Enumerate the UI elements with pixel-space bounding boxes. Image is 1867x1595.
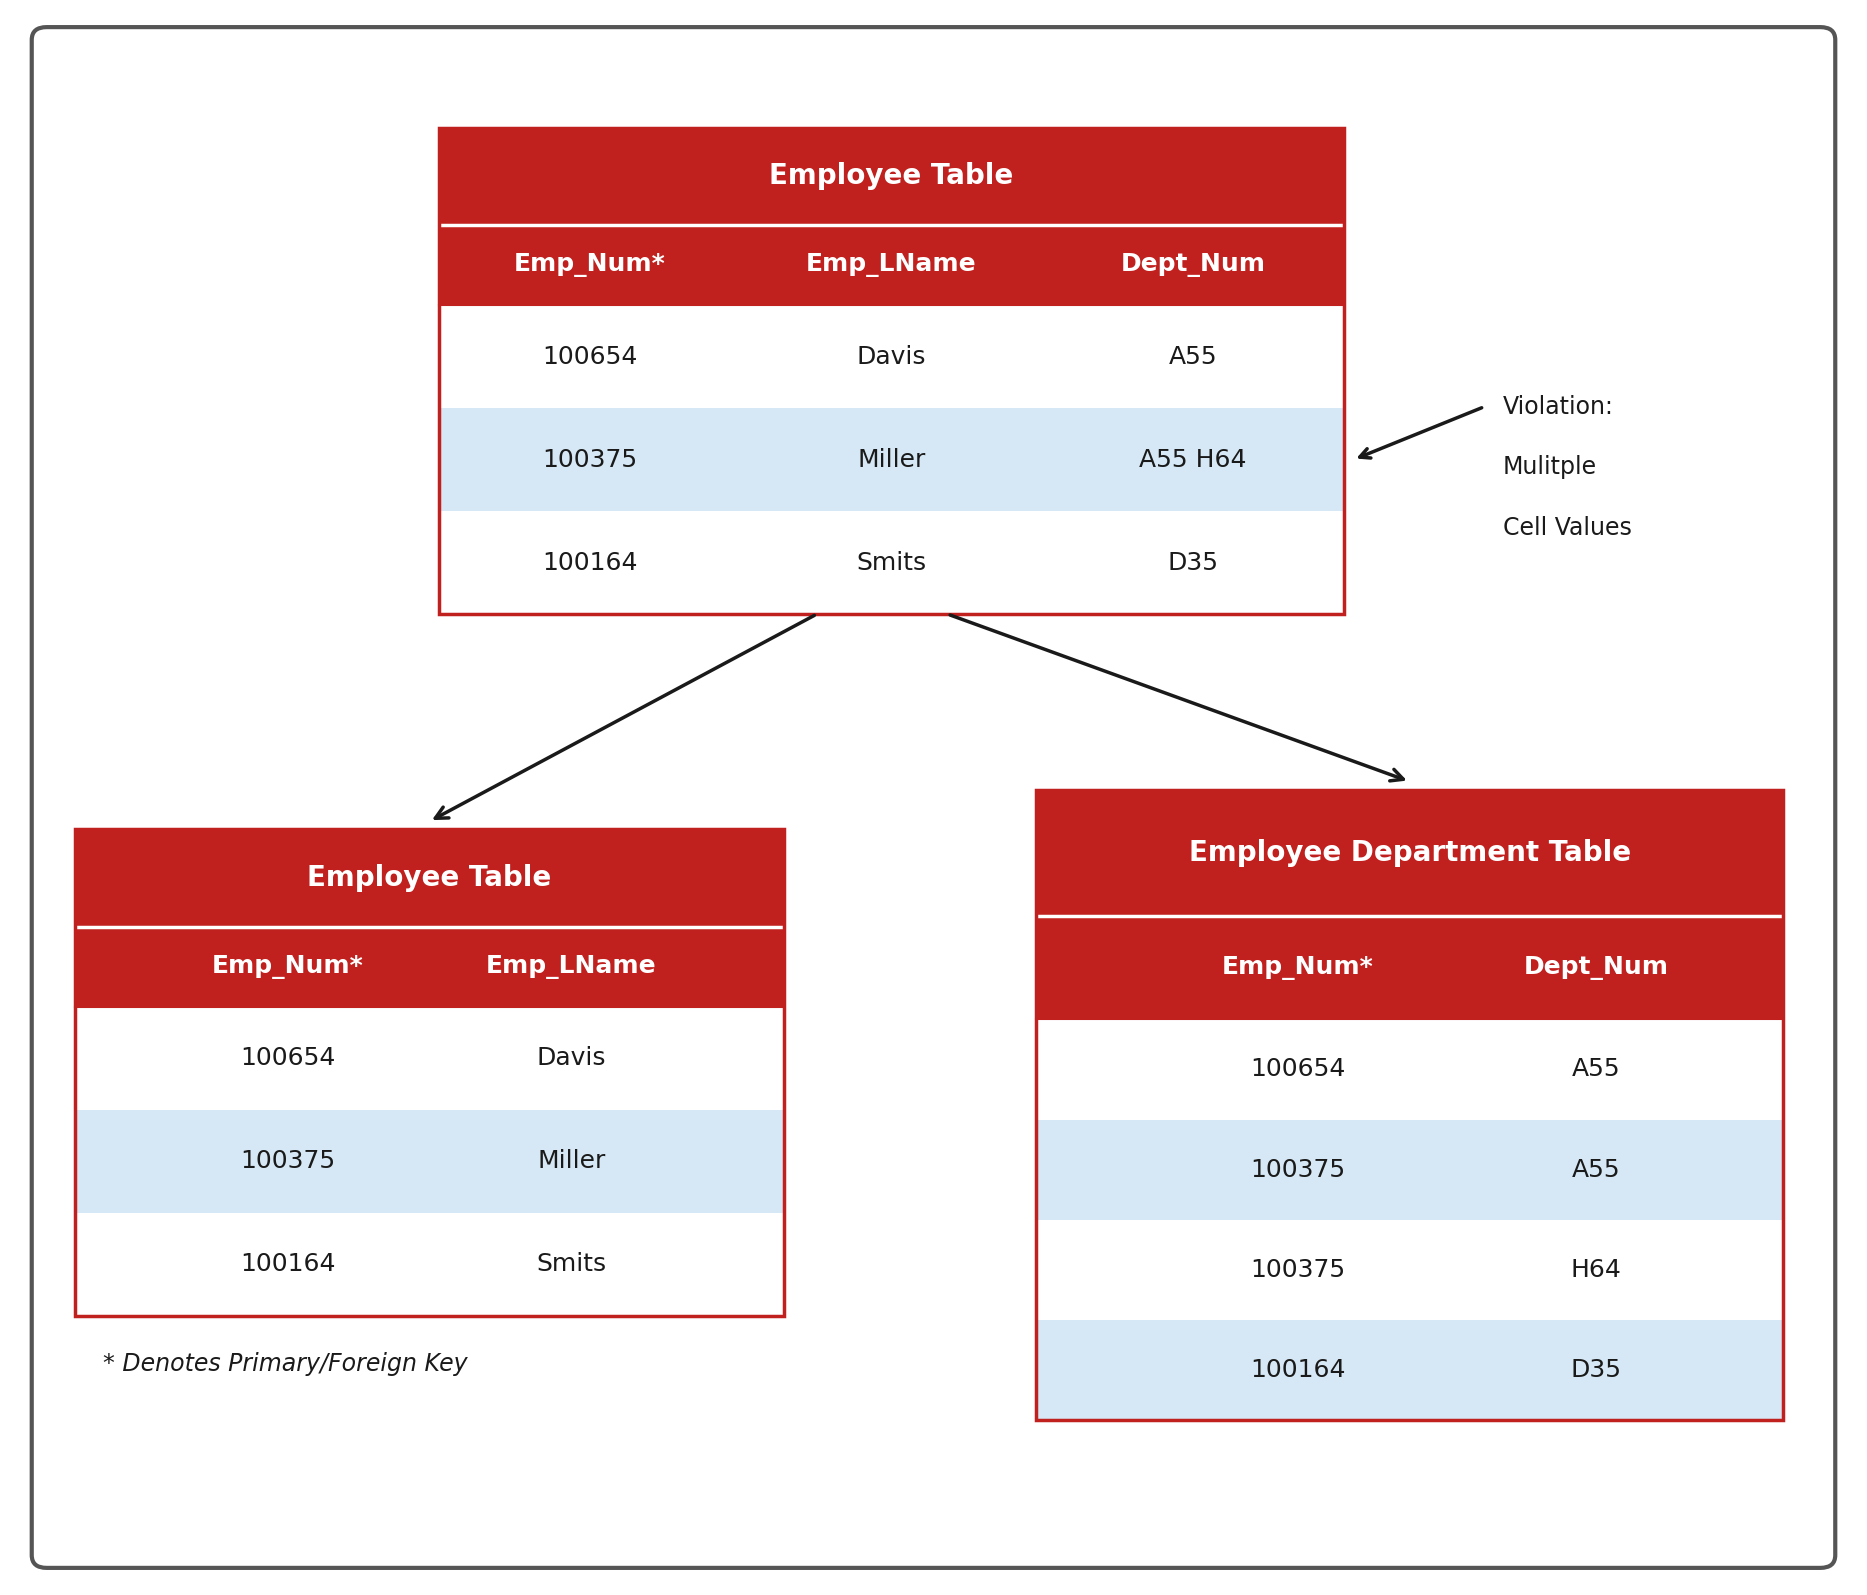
FancyBboxPatch shape xyxy=(1036,1220,1783,1319)
Text: 100375: 100375 xyxy=(543,448,637,472)
Text: Employee Table: Employee Table xyxy=(769,163,1014,190)
Text: 100654: 100654 xyxy=(239,1046,336,1070)
FancyBboxPatch shape xyxy=(75,1110,784,1212)
Text: Emp_Num*: Emp_Num* xyxy=(1221,955,1374,979)
Text: H64: H64 xyxy=(1570,1257,1622,1281)
Text: * Denotes Primary/Foreign Key: * Denotes Primary/Foreign Key xyxy=(103,1351,467,1376)
FancyBboxPatch shape xyxy=(1036,1319,1783,1420)
FancyBboxPatch shape xyxy=(75,829,784,1006)
Text: D35: D35 xyxy=(1167,550,1219,574)
Text: Davis: Davis xyxy=(536,1046,607,1070)
Text: Mulitple: Mulitple xyxy=(1503,455,1596,480)
Text: A55: A55 xyxy=(1572,1158,1621,1182)
Bar xyxy=(1036,790,1783,1420)
FancyBboxPatch shape xyxy=(1036,1120,1783,1220)
Text: 100375: 100375 xyxy=(241,1150,334,1174)
FancyBboxPatch shape xyxy=(439,305,1344,408)
Text: 100375: 100375 xyxy=(1251,1257,1344,1281)
Text: Emp_LName: Emp_LName xyxy=(485,955,657,979)
Text: Employee Department Table: Employee Department Table xyxy=(1189,839,1630,866)
Text: 100164: 100164 xyxy=(239,1252,336,1276)
Text: 100164: 100164 xyxy=(541,550,639,574)
FancyBboxPatch shape xyxy=(32,27,1835,1568)
Bar xyxy=(75,829,784,1316)
Text: Emp_Num*: Emp_Num* xyxy=(513,254,667,278)
FancyBboxPatch shape xyxy=(75,1006,784,1110)
Text: 100654: 100654 xyxy=(1249,1057,1346,1081)
Text: Miller: Miller xyxy=(857,448,926,472)
Text: Smits: Smits xyxy=(857,550,926,574)
Text: Davis: Davis xyxy=(857,345,926,368)
Text: 100375: 100375 xyxy=(1251,1158,1344,1182)
Text: Smits: Smits xyxy=(536,1252,607,1276)
Text: D35: D35 xyxy=(1570,1357,1622,1381)
FancyBboxPatch shape xyxy=(1036,1019,1783,1120)
Text: Cell Values: Cell Values xyxy=(1503,515,1632,541)
Text: Dept_Num: Dept_Num xyxy=(1523,955,1669,979)
Bar xyxy=(439,128,1344,614)
Text: Employee Table: Employee Table xyxy=(308,864,551,892)
FancyBboxPatch shape xyxy=(439,128,1344,305)
Text: Miller: Miller xyxy=(538,1150,605,1174)
Text: A55: A55 xyxy=(1572,1057,1621,1081)
FancyBboxPatch shape xyxy=(439,510,1344,614)
Text: Dept_Num: Dept_Num xyxy=(1120,254,1266,278)
Text: Emp_Num*: Emp_Num* xyxy=(211,955,364,979)
FancyBboxPatch shape xyxy=(75,1212,784,1316)
Text: Emp_LName: Emp_LName xyxy=(807,254,976,278)
Text: 100164: 100164 xyxy=(1249,1357,1346,1381)
FancyBboxPatch shape xyxy=(1036,790,1783,1019)
Text: 100654: 100654 xyxy=(541,345,639,368)
Text: Violation:: Violation: xyxy=(1503,394,1613,419)
Text: A55: A55 xyxy=(1169,345,1217,368)
Text: A55 H64: A55 H64 xyxy=(1139,448,1247,472)
FancyBboxPatch shape xyxy=(439,408,1344,510)
